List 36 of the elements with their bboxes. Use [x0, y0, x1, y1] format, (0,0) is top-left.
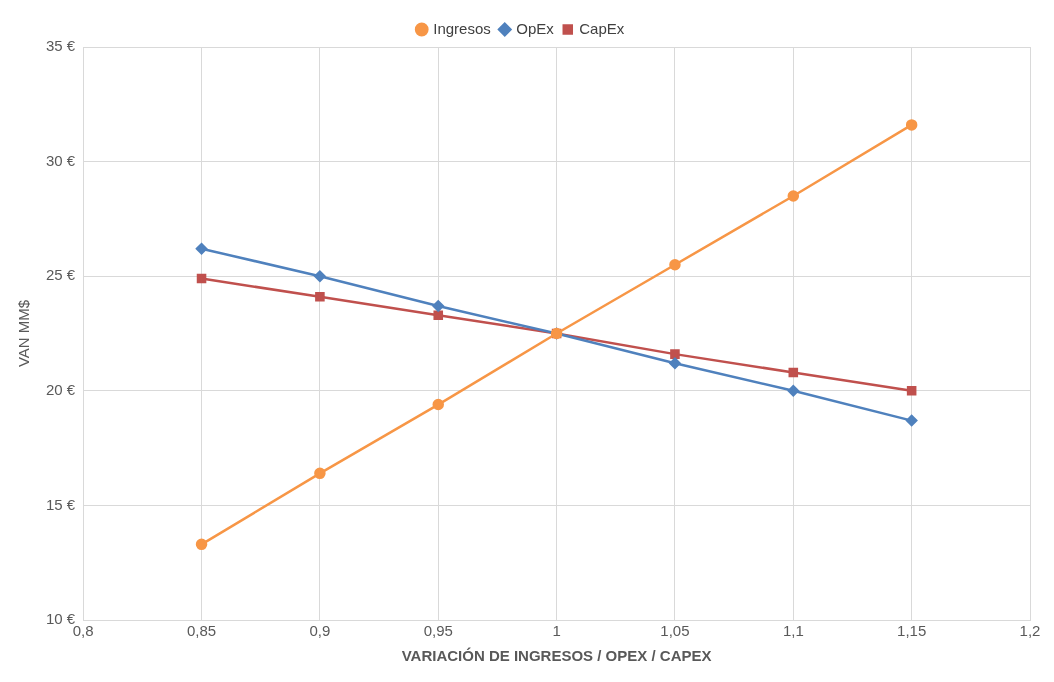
point — [196, 273, 207, 284]
legend-label: Ingresos — [433, 19, 491, 37]
point — [905, 119, 918, 131]
x-tick-label: 1 — [552, 622, 561, 640]
x-tick-label: 1,2 — [1019, 622, 1041, 640]
y-tick-label: 25 € — [45, 266, 76, 284]
point — [432, 300, 444, 312]
x-tick-label: 1,05 — [660, 622, 690, 640]
point — [670, 349, 680, 359]
point — [906, 386, 917, 396]
point — [788, 367, 799, 378]
point — [669, 357, 681, 370]
y-tick-label: 35 € — [45, 37, 76, 55]
x-tick-label: 1,15 — [897, 622, 927, 640]
y-tick-label: 15 € — [45, 495, 76, 513]
point — [314, 270, 326, 282]
legend-label: CapEx — [579, 19, 625, 37]
x-tick-label: 0,95 — [423, 622, 453, 640]
point — [314, 467, 326, 480]
point — [195, 242, 208, 255]
x-axis-title: VARIACIÓN DE INGRESOS / OPEX / CAPEX — [401, 647, 712, 665]
y-tick-label: 30 € — [45, 151, 76, 169]
x-tick-label: 0,85 — [186, 622, 217, 640]
point — [669, 258, 681, 271]
y-axis-title: VAN MM$ — [15, 299, 33, 368]
point — [787, 190, 800, 202]
x-tick-label: 0,9 — [309, 622, 331, 640]
y-tick-label: 20 € — [45, 380, 76, 398]
point — [433, 310, 444, 320]
point — [195, 538, 208, 551]
legend-label: OpEx — [516, 19, 555, 37]
point — [315, 292, 325, 302]
point — [787, 385, 800, 397]
point — [905, 414, 918, 427]
x-tick-label: 1,1 — [782, 622, 804, 640]
point — [432, 398, 444, 411]
